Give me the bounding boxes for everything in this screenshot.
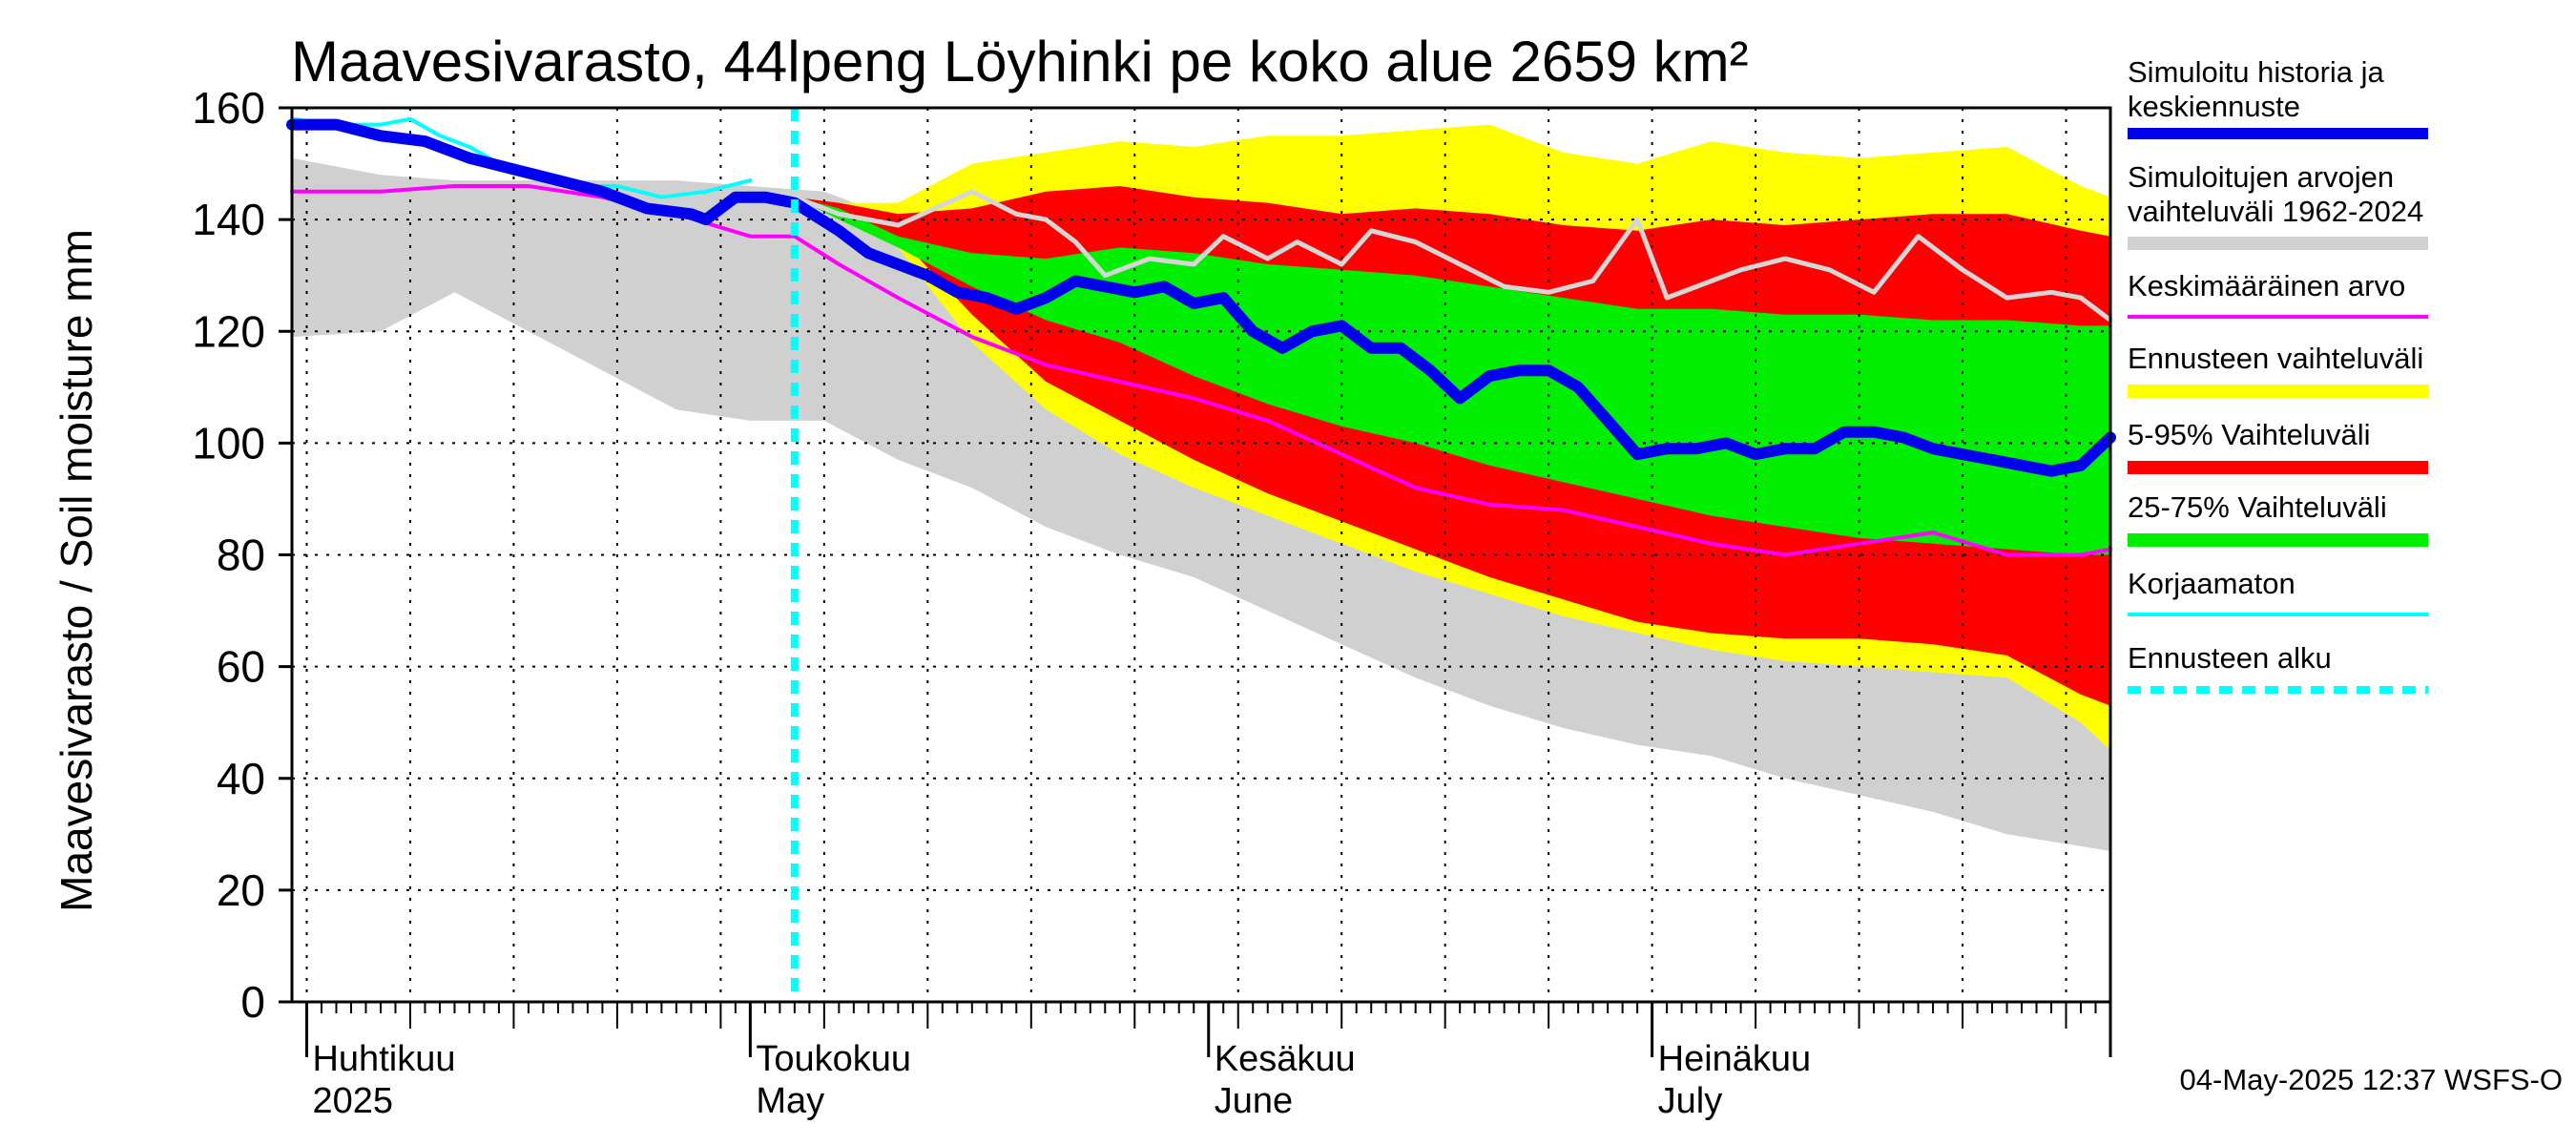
- y-tick-label: 40: [217, 754, 265, 803]
- legend-label-fc_start: Ennusteen alku: [2128, 641, 2332, 675]
- plot-grid: [292, 107, 2110, 1002]
- month-label: Toukokuu: [756, 1039, 911, 1079]
- month-label: Kesäkuu: [1215, 1039, 1356, 1079]
- legend-label-p5_95: 5-95% Vaihteluväli: [2128, 418, 2370, 451]
- legend-label-sim: Simuloitu historia ja: [2128, 55, 2385, 89]
- plot-lines: [286, 108, 2116, 1002]
- legend-label-p25_75: 25-75% Vaihteluväli: [2128, 490, 2387, 524]
- plot-frame: [279, 106, 2112, 1057]
- y-tick-label: 0: [240, 977, 265, 1027]
- legend-label-fc_range: Ennusteen vaihteluväli: [2128, 342, 2423, 375]
- legend-label-mean: Keskimääräinen arvo: [2128, 269, 2405, 302]
- legend-label-hist_range: Simuloitujen arvojen: [2128, 160, 2394, 194]
- simulated-forecast-line: [286, 118, 2116, 477]
- month-sublabel: 2025: [312, 1081, 393, 1121]
- month-sublabel: June: [1215, 1081, 1293, 1121]
- legend-label-sim: keskiennuste: [2128, 90, 2300, 123]
- y-tick-label: 140: [192, 195, 265, 244]
- forecast-median-grey-line: [792, 189, 2113, 323]
- month-sublabel: May: [756, 1081, 824, 1121]
- legend-label-raw: Korjaamaton: [2128, 567, 2296, 600]
- month-label: Heinäkuu: [1658, 1039, 1812, 1079]
- y-tick-label: 160: [192, 83, 265, 133]
- y-tick-label: 20: [217, 865, 265, 915]
- y-tick-label: 60: [217, 642, 265, 692]
- month-label: Huhtikuu: [312, 1039, 455, 1079]
- y-tick-label: 80: [217, 531, 265, 580]
- chart-title: Maavesivarasto, 44lpeng Löyhinki pe koko…: [291, 30, 1749, 94]
- y-axis-label: Maavesivarasto / Soil moisture mm: [52, 229, 101, 912]
- y-axis-tick-labels: 0 20 40 60 80 100 120 140 160: [192, 83, 265, 1027]
- timestamp-label: 04-May-2025 12:37 WSFS-O: [2180, 1063, 2563, 1096]
- month-sublabel: July: [1658, 1081, 1723, 1121]
- y-tick-label: 100: [192, 418, 265, 468]
- y-tick-label: 120: [192, 306, 265, 356]
- legend-label-hist_range: vaihteluväli 1962-2024: [2128, 195, 2423, 228]
